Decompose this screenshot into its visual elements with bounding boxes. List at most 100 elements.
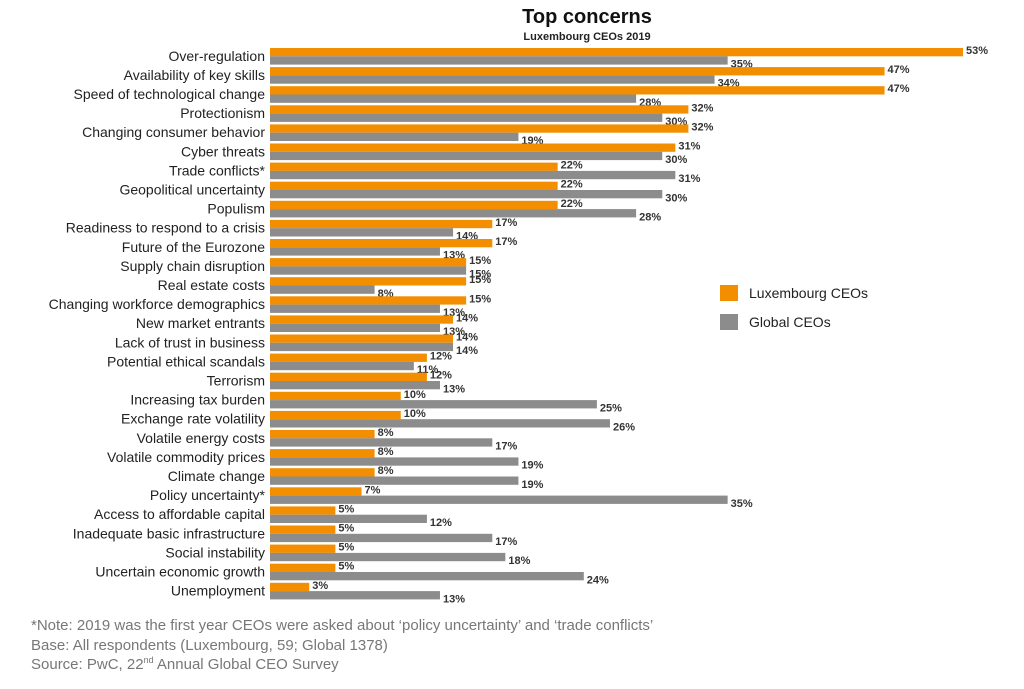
value-label-global-increasing-tax-burden: 25% bbox=[600, 402, 622, 414]
value-label-global-supply-chain-disruption: 15% bbox=[469, 269, 491, 281]
bar-global-uncertain-economic-growth bbox=[270, 572, 584, 581]
value-label-global-terrorism: 13% bbox=[443, 383, 465, 395]
bar-global-real-estate-costs bbox=[270, 285, 375, 294]
category-label-potential-ethical-scandals: Potential ethical scandals bbox=[107, 353, 265, 369]
bar-luxembourg-exchange-rate-volatility bbox=[270, 410, 401, 420]
bar-global-access-to-affordable-capital bbox=[270, 514, 427, 523]
value-label-luxembourg-cyber-threats: 31% bbox=[678, 141, 700, 153]
value-label-luxembourg-protectionism: 32% bbox=[691, 102, 713, 114]
footnote-source-sup: nd bbox=[143, 655, 154, 665]
value-label-global-trade-conflicts: 31% bbox=[678, 173, 700, 185]
value-label-luxembourg-changing-workforce-demographics: 15% bbox=[469, 293, 491, 305]
bar-luxembourg-inadequate-basic-infrastructure bbox=[270, 525, 336, 534]
category-label-inadequate-basic-infrastructure: Inadequate basic infrastructure bbox=[73, 525, 265, 541]
value-label-luxembourg-availability-of-key-skills: 47% bbox=[888, 64, 910, 76]
value-label-global-policy-uncertainty: 35% bbox=[731, 498, 753, 510]
value-label-luxembourg-lack-of-trust-in-business: 14% bbox=[456, 332, 478, 344]
value-label-luxembourg-inadequate-basic-infrastructure: 5% bbox=[338, 523, 354, 535]
legend-label-luxembourg: Luxembourg CEOs bbox=[749, 285, 868, 301]
value-label-luxembourg-supply-chain-disruption: 15% bbox=[469, 255, 491, 267]
value-label-luxembourg-over-regulation: 53% bbox=[966, 45, 988, 57]
footnote-source: Source: PwC, 22nd Annual Global CEO Surv… bbox=[31, 655, 1011, 675]
bar-luxembourg-changing-workforce-demographics bbox=[270, 296, 467, 305]
category-label-changing-consumer-behavior: Changing consumer behavior bbox=[82, 124, 265, 140]
category-label-changing-workforce-demographics: Changing workforce demographics bbox=[49, 296, 265, 312]
value-label-global-populism: 28% bbox=[639, 211, 661, 223]
bar-luxembourg-social-instability bbox=[270, 544, 336, 553]
value-label-global-social-instability: 18% bbox=[508, 555, 530, 567]
bar-global-changing-workforce-demographics bbox=[270, 304, 440, 313]
bar-luxembourg-over-regulation bbox=[270, 48, 963, 57]
value-label-luxembourg-terrorism: 12% bbox=[430, 370, 452, 382]
footnote-note: *Note: 2019 was the first year CEOs were… bbox=[31, 617, 654, 634]
value-label-global-inadequate-basic-infrastructure: 17% bbox=[495, 536, 517, 548]
category-label-future-of-the-eurozone: Future of the Eurozone bbox=[122, 239, 265, 255]
bar-luxembourg-uncertain-economic-growth bbox=[270, 563, 336, 572]
bar-global-future-of-the-eurozone bbox=[270, 247, 440, 256]
bar-global-over-regulation bbox=[270, 56, 728, 65]
bar-global-readiness-to-respond-to-a-crisis bbox=[270, 228, 454, 237]
value-label-luxembourg-geopolitical-uncertainty: 22% bbox=[561, 179, 583, 191]
chart-subtitle: Luxembourg CEOs 2019 bbox=[523, 31, 650, 43]
value-label-luxembourg-speed-of-technological-change: 47% bbox=[888, 83, 910, 95]
category-label-climate-change: Climate change bbox=[168, 468, 265, 484]
category-label-geopolitical-uncertainty: Geopolitical uncertainty bbox=[119, 182, 265, 198]
value-label-global-volatile-energy-costs: 17% bbox=[495, 441, 517, 453]
bar-global-potential-ethical-scandals bbox=[270, 361, 414, 371]
bar-global-populism bbox=[270, 209, 637, 218]
category-label-volatile-energy-costs: Volatile energy costs bbox=[137, 430, 265, 446]
value-label-global-uncertain-economic-growth: 24% bbox=[587, 574, 609, 586]
category-label-cyber-threats: Cyber threats bbox=[181, 143, 265, 159]
category-label-unemployment: Unemployment bbox=[171, 583, 265, 599]
bar-global-volatile-commodity-prices bbox=[270, 457, 519, 466]
bar-luxembourg-populism bbox=[270, 200, 558, 210]
value-label-luxembourg-future-of-the-eurozone: 17% bbox=[495, 236, 517, 248]
bar-global-availability-of-key-skills bbox=[270, 75, 715, 84]
category-label-speed-of-technological-change: Speed of technological change bbox=[74, 86, 266, 102]
value-label-luxembourg-climate-change: 8% bbox=[378, 465, 394, 477]
bar-global-trade-conflicts bbox=[270, 170, 676, 180]
bar-global-cyber-threats bbox=[270, 151, 663, 161]
bars-group: Over-regulation 53% 35% Availability of key… bbox=[49, 45, 989, 605]
category-label-uncertain-economic-growth: Uncertain economic growth bbox=[95, 564, 265, 580]
category-label-policy-uncertainty: Policy uncertainty* bbox=[150, 487, 266, 503]
value-label-luxembourg-uncertain-economic-growth: 5% bbox=[338, 561, 354, 573]
bar-luxembourg-volatile-energy-costs bbox=[270, 430, 375, 439]
bar-luxembourg-real-estate-costs bbox=[270, 277, 467, 286]
value-label-global-cyber-threats: 30% bbox=[665, 154, 687, 166]
bar-global-new-market-entrants bbox=[270, 323, 440, 332]
bar-global-exchange-rate-volatility bbox=[270, 419, 610, 428]
value-label-luxembourg-volatile-commodity-prices: 8% bbox=[378, 446, 394, 458]
value-label-luxembourg-readiness-to-respond-to-a-crisis: 17% bbox=[495, 217, 517, 229]
bar-luxembourg-potential-ethical-scandals bbox=[270, 353, 427, 362]
bar-global-climate-change bbox=[270, 476, 519, 485]
bar-luxembourg-policy-uncertainty bbox=[270, 487, 362, 496]
value-label-global-exchange-rate-volatility: 26% bbox=[613, 422, 635, 434]
bar-luxembourg-geopolitical-uncertainty bbox=[270, 181, 558, 190]
category-label-increasing-tax-burden: Increasing tax burden bbox=[130, 392, 265, 408]
value-label-luxembourg-changing-consumer-behavior: 32% bbox=[691, 121, 713, 133]
category-label-trade-conflicts: Trade conflicts* bbox=[169, 162, 266, 178]
bar-global-geopolitical-uncertainty bbox=[270, 190, 663, 199]
footnote-source-prefix: Source: PwC, 22 bbox=[31, 656, 144, 673]
value-label-global-geopolitical-uncertainty: 30% bbox=[665, 192, 687, 204]
bar-luxembourg-access-to-affordable-capital bbox=[270, 506, 336, 515]
bar-luxembourg-future-of-the-eurozone bbox=[270, 239, 493, 248]
bar-luxembourg-unemployment bbox=[270, 582, 310, 592]
bar-luxembourg-supply-chain-disruption bbox=[270, 258, 467, 267]
bar-global-speed-of-technological-change bbox=[270, 94, 637, 103]
value-label-luxembourg-populism: 22% bbox=[561, 198, 583, 210]
category-label-lack-of-trust-in-business: Lack of trust in business bbox=[115, 334, 265, 350]
footnote-source-suffix: Annual Global CEO Survey bbox=[153, 656, 339, 673]
bar-global-supply-chain-disruption bbox=[270, 266, 467, 275]
value-label-luxembourg-trade-conflicts: 22% bbox=[561, 160, 583, 172]
category-label-social-instability: Social instability bbox=[165, 544, 265, 560]
bar-luxembourg-climate-change bbox=[270, 468, 375, 477]
category-label-populism: Populism bbox=[207, 201, 265, 217]
category-label-protectionism: Protectionism bbox=[180, 105, 265, 121]
value-label-luxembourg-increasing-tax-burden: 10% bbox=[404, 389, 426, 401]
value-label-luxembourg-policy-uncertainty: 7% bbox=[365, 484, 381, 496]
chart-title: Top concerns bbox=[522, 6, 652, 28]
category-label-new-market-entrants: New market entrants bbox=[136, 315, 265, 331]
